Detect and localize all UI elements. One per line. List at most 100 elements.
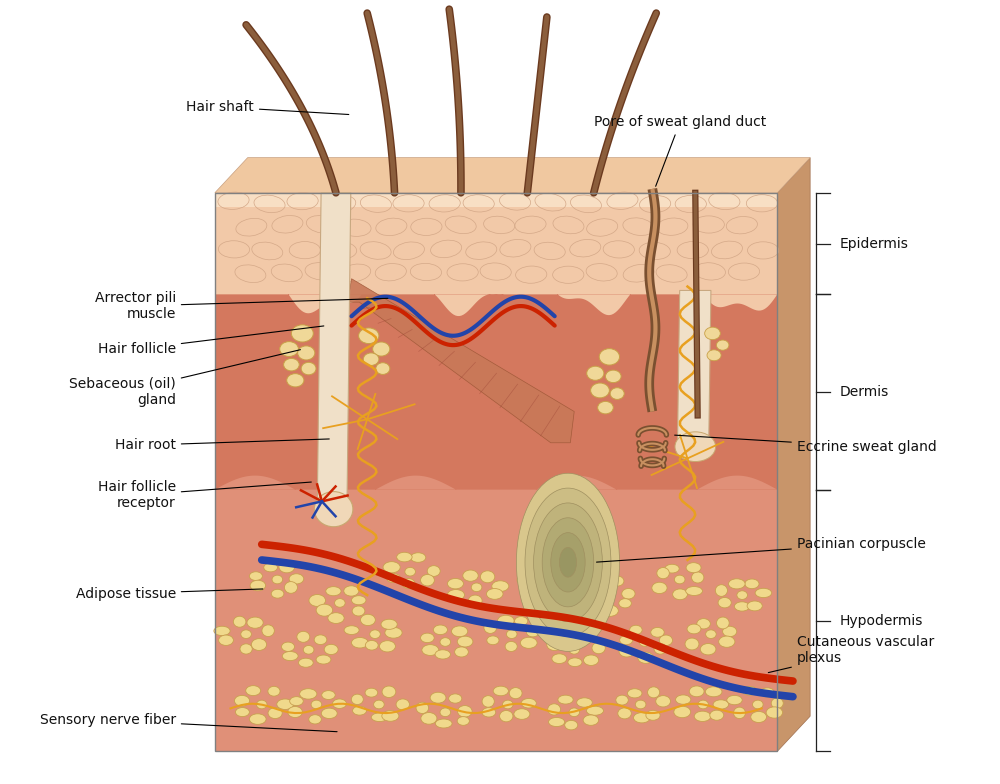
Ellipse shape bbox=[360, 615, 375, 626]
Polygon shape bbox=[215, 294, 777, 490]
Polygon shape bbox=[215, 490, 777, 751]
Ellipse shape bbox=[344, 626, 359, 634]
Ellipse shape bbox=[498, 615, 514, 626]
Ellipse shape bbox=[685, 638, 699, 650]
Ellipse shape bbox=[584, 655, 599, 666]
Ellipse shape bbox=[344, 586, 359, 596]
Ellipse shape bbox=[328, 612, 344, 623]
Ellipse shape bbox=[250, 580, 266, 591]
Ellipse shape bbox=[301, 362, 316, 375]
Ellipse shape bbox=[353, 706, 367, 715]
Ellipse shape bbox=[657, 568, 669, 579]
Ellipse shape bbox=[303, 645, 314, 654]
Ellipse shape bbox=[262, 625, 274, 637]
Ellipse shape bbox=[382, 710, 399, 721]
Text: Adipose tissue: Adipose tissue bbox=[76, 586, 263, 601]
Ellipse shape bbox=[371, 713, 388, 721]
Ellipse shape bbox=[549, 717, 565, 727]
Ellipse shape bbox=[652, 583, 667, 593]
Text: Epidermis: Epidermis bbox=[840, 237, 909, 251]
Ellipse shape bbox=[638, 652, 654, 663]
Ellipse shape bbox=[492, 581, 509, 591]
Ellipse shape bbox=[674, 575, 685, 584]
Ellipse shape bbox=[386, 574, 400, 583]
Ellipse shape bbox=[397, 552, 412, 562]
Ellipse shape bbox=[651, 627, 664, 637]
Ellipse shape bbox=[363, 353, 379, 365]
Polygon shape bbox=[215, 193, 777, 207]
Ellipse shape bbox=[234, 695, 250, 706]
Ellipse shape bbox=[555, 563, 568, 573]
Ellipse shape bbox=[502, 700, 513, 709]
Ellipse shape bbox=[311, 700, 322, 709]
Ellipse shape bbox=[506, 630, 517, 638]
Ellipse shape bbox=[516, 474, 620, 652]
Ellipse shape bbox=[480, 571, 495, 583]
Ellipse shape bbox=[468, 595, 482, 606]
Ellipse shape bbox=[365, 641, 378, 650]
Ellipse shape bbox=[534, 503, 602, 622]
Ellipse shape bbox=[633, 713, 650, 723]
Ellipse shape bbox=[577, 698, 592, 707]
Ellipse shape bbox=[482, 695, 494, 707]
Polygon shape bbox=[317, 193, 351, 513]
Ellipse shape bbox=[565, 720, 578, 730]
Ellipse shape bbox=[547, 639, 563, 651]
Text: Dermis: Dermis bbox=[840, 385, 889, 399]
Ellipse shape bbox=[659, 635, 673, 645]
Ellipse shape bbox=[627, 689, 642, 698]
Ellipse shape bbox=[592, 642, 605, 654]
Ellipse shape bbox=[309, 715, 321, 724]
Ellipse shape bbox=[482, 708, 496, 717]
Ellipse shape bbox=[559, 547, 577, 577]
Ellipse shape bbox=[458, 706, 472, 717]
Ellipse shape bbox=[583, 597, 595, 606]
Ellipse shape bbox=[552, 654, 567, 663]
Ellipse shape bbox=[526, 628, 539, 637]
Ellipse shape bbox=[287, 374, 304, 387]
Text: Cutaneous vascular
plexus: Cutaneous vascular plexus bbox=[768, 635, 934, 673]
Ellipse shape bbox=[517, 575, 532, 586]
Ellipse shape bbox=[618, 708, 631, 719]
Ellipse shape bbox=[692, 572, 704, 583]
Ellipse shape bbox=[673, 589, 687, 600]
Ellipse shape bbox=[705, 687, 722, 697]
Ellipse shape bbox=[410, 553, 426, 562]
Ellipse shape bbox=[256, 700, 267, 709]
Ellipse shape bbox=[598, 401, 613, 414]
Ellipse shape bbox=[751, 711, 767, 723]
Ellipse shape bbox=[706, 630, 716, 638]
Ellipse shape bbox=[284, 582, 297, 593]
Ellipse shape bbox=[297, 631, 310, 642]
Ellipse shape bbox=[359, 328, 379, 343]
Ellipse shape bbox=[282, 652, 298, 661]
Ellipse shape bbox=[587, 366, 604, 380]
Ellipse shape bbox=[551, 532, 585, 592]
Ellipse shape bbox=[747, 601, 762, 611]
Text: Hair follicle
receptor: Hair follicle receptor bbox=[98, 480, 311, 510]
Ellipse shape bbox=[486, 589, 503, 599]
Ellipse shape bbox=[686, 586, 702, 596]
Ellipse shape bbox=[451, 626, 468, 637]
Ellipse shape bbox=[548, 704, 561, 715]
Ellipse shape bbox=[370, 630, 380, 638]
Ellipse shape bbox=[656, 695, 671, 707]
Ellipse shape bbox=[264, 563, 277, 572]
Ellipse shape bbox=[619, 646, 634, 657]
Ellipse shape bbox=[687, 624, 701, 633]
Ellipse shape bbox=[268, 686, 280, 696]
Ellipse shape bbox=[422, 644, 439, 655]
Ellipse shape bbox=[280, 342, 298, 357]
Ellipse shape bbox=[271, 590, 284, 598]
Ellipse shape bbox=[322, 691, 335, 699]
Ellipse shape bbox=[281, 642, 295, 652]
Ellipse shape bbox=[352, 596, 366, 604]
Ellipse shape bbox=[519, 561, 535, 570]
Ellipse shape bbox=[326, 586, 341, 596]
Ellipse shape bbox=[717, 617, 729, 629]
Ellipse shape bbox=[290, 697, 303, 706]
Ellipse shape bbox=[727, 695, 742, 705]
Ellipse shape bbox=[648, 687, 660, 698]
Ellipse shape bbox=[514, 709, 530, 720]
Ellipse shape bbox=[268, 708, 282, 719]
